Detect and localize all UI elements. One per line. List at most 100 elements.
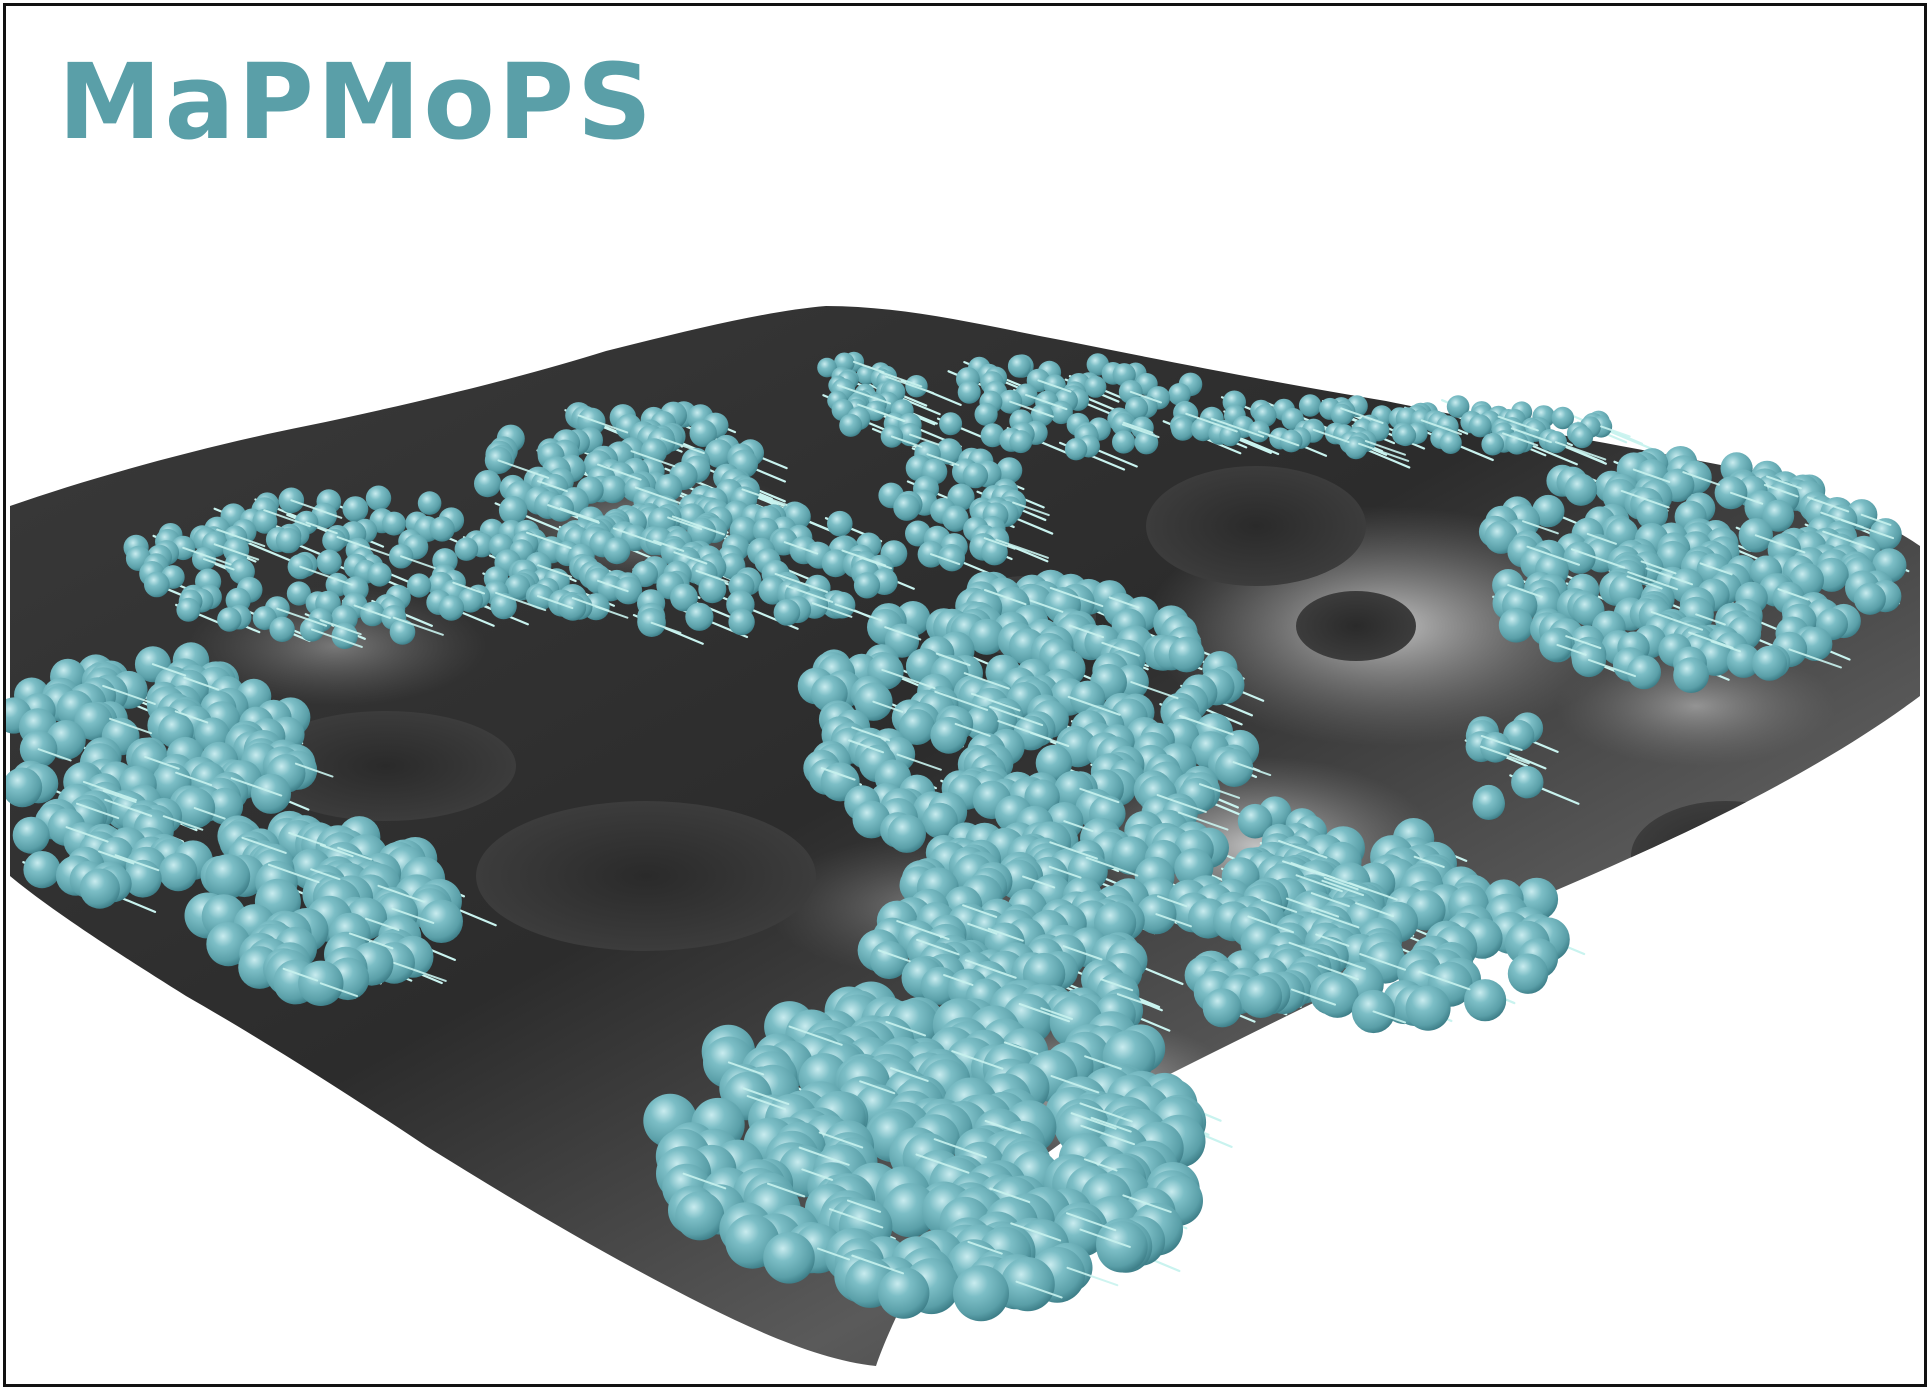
velocity-arrow — [1348, 882, 1398, 901]
velocity-arrow — [102, 684, 156, 705]
velocity-arrow — [1570, 548, 1626, 569]
particle-sphere — [1511, 766, 1544, 799]
particle-sphere — [1168, 383, 1191, 406]
particle-sphere — [205, 854, 251, 900]
velocity-arrow — [1012, 501, 1050, 517]
particle-sphere — [1439, 431, 1462, 454]
velocity-arrow — [1587, 658, 1637, 678]
velocity-arrow — [885, 1020, 927, 1037]
particle-sphere — [685, 602, 714, 631]
velocity-arrow — [983, 588, 1027, 606]
velocity-arrow — [943, 974, 974, 986]
velocity-arrow — [1122, 1194, 1172, 1213]
velocity-arrow — [1359, 953, 1407, 971]
velocity-arrow — [1003, 1041, 1039, 1055]
velocity-arrow — [984, 1119, 1022, 1135]
velocity-arrow — [241, 836, 287, 854]
velocity-arrow — [1295, 874, 1343, 893]
velocity-arrow — [597, 463, 642, 481]
velocity-arrow — [1062, 945, 1103, 961]
velocity-arrow — [820, 767, 856, 781]
particle-sphere — [981, 538, 1008, 566]
particle-sphere — [1498, 607, 1534, 643]
particle-sphere — [1239, 975, 1283, 1018]
velocity-arrow — [65, 826, 109, 843]
velocity-arrow — [175, 771, 213, 787]
velocity-arrow — [1068, 624, 1104, 639]
velocity-arrow — [829, 1208, 884, 1229]
velocity-arrow — [929, 553, 961, 566]
particle-sphere — [922, 802, 958, 839]
velocity-arrow — [1066, 1212, 1117, 1232]
velocity-arrow — [1278, 839, 1328, 859]
velocity-arrow — [537, 480, 568, 493]
velocity-arrow — [1156, 794, 1207, 813]
particle-sphere — [953, 1265, 1009, 1322]
velocity-arrow — [1328, 955, 1366, 970]
velocity-arrow — [230, 777, 283, 797]
particle-sphere — [1096, 1221, 1148, 1273]
particle-sphere — [898, 709, 935, 745]
velocity-arrow — [915, 1153, 970, 1174]
particle-sphere — [968, 618, 1005, 655]
velocity-arrow — [767, 1182, 806, 1198]
particle-sphere — [882, 1183, 938, 1238]
velocity-arrow — [785, 584, 834, 603]
particle-sphere — [322, 528, 346, 553]
velocity-arrow — [1522, 520, 1559, 535]
velocity-arrow — [1822, 530, 1875, 551]
velocity-arrow — [1090, 1116, 1132, 1133]
velocity-arrow — [874, 409, 905, 422]
velocity-arrow — [144, 755, 180, 770]
particle-sphere — [1007, 354, 1031, 378]
velocity-arrow — [967, 1240, 1003, 1255]
velocity-arrow — [393, 961, 447, 982]
velocity-arrow — [1372, 1010, 1407, 1024]
velocity-arrow — [916, 938, 960, 956]
particle-sphere — [930, 716, 968, 754]
velocity-arrow — [1067, 695, 1121, 716]
velocity-arrow — [885, 375, 935, 395]
particle-sphere — [887, 814, 926, 853]
velocity-arrow — [852, 360, 885, 374]
particle-sphere — [269, 616, 295, 642]
velocity-arrow — [1288, 941, 1337, 960]
velocity-arrow — [1682, 471, 1720, 486]
velocity-arrow — [884, 626, 922, 641]
velocity-arrow — [319, 982, 359, 998]
particle-sphere — [598, 475, 627, 504]
particle-sphere — [1532, 494, 1565, 528]
velocity-arrow — [909, 433, 940, 446]
velocity-arrow — [1079, 787, 1120, 804]
velocity-arrow — [319, 619, 362, 636]
velocity-arrow — [263, 509, 311, 528]
particle-sphere — [1551, 406, 1575, 430]
velocity-arrow — [577, 414, 629, 434]
particle-sphere — [1472, 787, 1506, 820]
velocity-arrow — [290, 499, 343, 519]
particle-sphere — [1673, 657, 1709, 693]
particle-sphere — [1405, 985, 1451, 1031]
particle-sphere — [1298, 394, 1322, 417]
velocity-arrow — [1323, 876, 1359, 891]
velocity-arrow — [1754, 534, 1806, 554]
particle-sphere — [1215, 749, 1254, 787]
particle-sphere — [144, 571, 170, 598]
particle-sphere — [773, 599, 801, 626]
particle-sphere — [1237, 803, 1273, 839]
particle-sphere — [1000, 1257, 1055, 1312]
velocity-arrow — [377, 884, 425, 903]
velocity-arrow — [320, 844, 354, 858]
velocity-arrow — [547, 504, 600, 524]
velocity-arrow — [595, 605, 629, 619]
velocity-arrow — [1015, 1280, 1063, 1299]
particle-sphere — [429, 516, 455, 542]
velocity-arrow — [859, 1080, 896, 1095]
velocity-arrow — [1025, 393, 1068, 411]
particle-sphere — [1202, 988, 1242, 1028]
velocity-arrow — [1699, 562, 1733, 576]
particle-sphere — [603, 537, 631, 565]
particle-sphere — [417, 491, 442, 515]
velocity-arrow — [1079, 1228, 1131, 1248]
velocity-arrow — [193, 807, 226, 820]
